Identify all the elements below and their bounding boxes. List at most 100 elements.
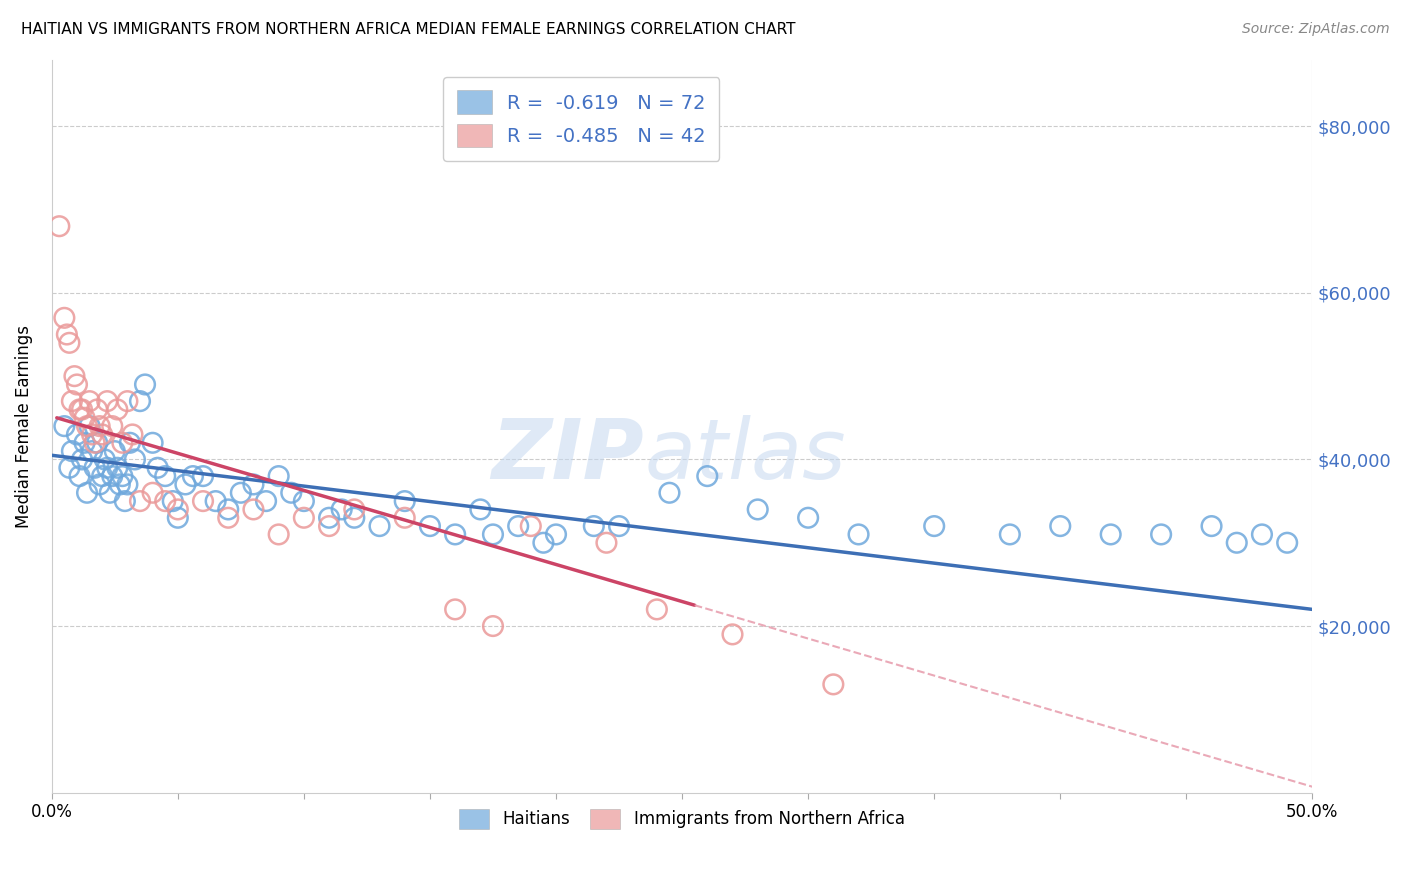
Point	[217, 502, 239, 516]
Text: ZIP: ZIP	[492, 415, 644, 496]
Point	[343, 502, 366, 516]
Point	[104, 444, 127, 458]
Point	[93, 452, 115, 467]
Point	[1099, 527, 1122, 541]
Point	[69, 469, 91, 483]
Point	[70, 402, 93, 417]
Point	[155, 494, 177, 508]
Point	[89, 477, 111, 491]
Point	[191, 494, 214, 508]
Point	[267, 527, 290, 541]
Point	[544, 527, 567, 541]
Point	[747, 502, 769, 516]
Point	[80, 444, 103, 458]
Point	[292, 510, 315, 524]
Point	[124, 452, 146, 467]
Point	[117, 477, 139, 491]
Point	[111, 469, 134, 483]
Point	[66, 377, 89, 392]
Point	[80, 427, 103, 442]
Point	[292, 494, 315, 508]
Point	[482, 619, 505, 633]
Point	[96, 460, 118, 475]
Point	[73, 410, 96, 425]
Point	[204, 494, 226, 508]
Point	[582, 519, 605, 533]
Point	[58, 335, 80, 350]
Point	[394, 510, 416, 524]
Point	[56, 327, 79, 342]
Point	[1049, 519, 1071, 533]
Point	[60, 394, 83, 409]
Point	[63, 369, 86, 384]
Point	[1275, 535, 1298, 549]
Point	[91, 427, 114, 442]
Point	[48, 219, 70, 234]
Point	[53, 310, 76, 325]
Point	[73, 435, 96, 450]
Point	[721, 627, 744, 641]
Point	[520, 519, 543, 533]
Point	[111, 435, 134, 450]
Point	[368, 519, 391, 533]
Point	[83, 435, 105, 450]
Point	[1251, 527, 1274, 541]
Point	[318, 510, 340, 524]
Point	[66, 427, 89, 442]
Point	[658, 485, 681, 500]
Point	[242, 477, 264, 491]
Text: HAITIAN VS IMMIGRANTS FROM NORTHERN AFRICA MEDIAN FEMALE EARNINGS CORRELATION CH: HAITIAN VS IMMIGRANTS FROM NORTHERN AFRI…	[21, 22, 796, 37]
Point	[330, 502, 353, 516]
Point	[70, 452, 93, 467]
Point	[482, 527, 505, 541]
Point	[267, 469, 290, 483]
Point	[53, 419, 76, 434]
Point	[1201, 519, 1223, 533]
Point	[242, 502, 264, 516]
Point	[129, 494, 152, 508]
Point	[696, 469, 718, 483]
Point	[998, 527, 1021, 541]
Point	[419, 519, 441, 533]
Point	[101, 469, 124, 483]
Point	[191, 469, 214, 483]
Point	[83, 460, 105, 475]
Point	[105, 402, 128, 417]
Point	[508, 519, 530, 533]
Point	[96, 394, 118, 409]
Point	[823, 677, 845, 691]
Point	[114, 494, 136, 508]
Point	[121, 427, 143, 442]
Legend: Haitians, Immigrants from Northern Africa: Haitians, Immigrants from Northern Afric…	[453, 802, 911, 836]
Point	[108, 477, 131, 491]
Point	[595, 535, 617, 549]
Point	[89, 419, 111, 434]
Point	[76, 419, 98, 434]
Point	[98, 485, 121, 500]
Point	[91, 469, 114, 483]
Point	[86, 402, 108, 417]
Point	[645, 602, 668, 616]
Point	[181, 469, 204, 483]
Point	[117, 394, 139, 409]
Point	[118, 435, 141, 450]
Point	[142, 485, 165, 500]
Point	[129, 394, 152, 409]
Point	[394, 494, 416, 508]
Point	[79, 394, 101, 409]
Point	[69, 402, 91, 417]
Point	[444, 527, 467, 541]
Point	[174, 477, 197, 491]
Y-axis label: Median Female Earnings: Median Female Earnings	[15, 325, 32, 528]
Point	[1226, 535, 1249, 549]
Point	[531, 535, 554, 549]
Text: Source: ZipAtlas.com: Source: ZipAtlas.com	[1241, 22, 1389, 37]
Point	[134, 377, 156, 392]
Point	[60, 444, 83, 458]
Point	[146, 460, 169, 475]
Point	[142, 435, 165, 450]
Text: atlas: atlas	[644, 415, 846, 496]
Point	[607, 519, 630, 533]
Point	[922, 519, 945, 533]
Point	[848, 527, 870, 541]
